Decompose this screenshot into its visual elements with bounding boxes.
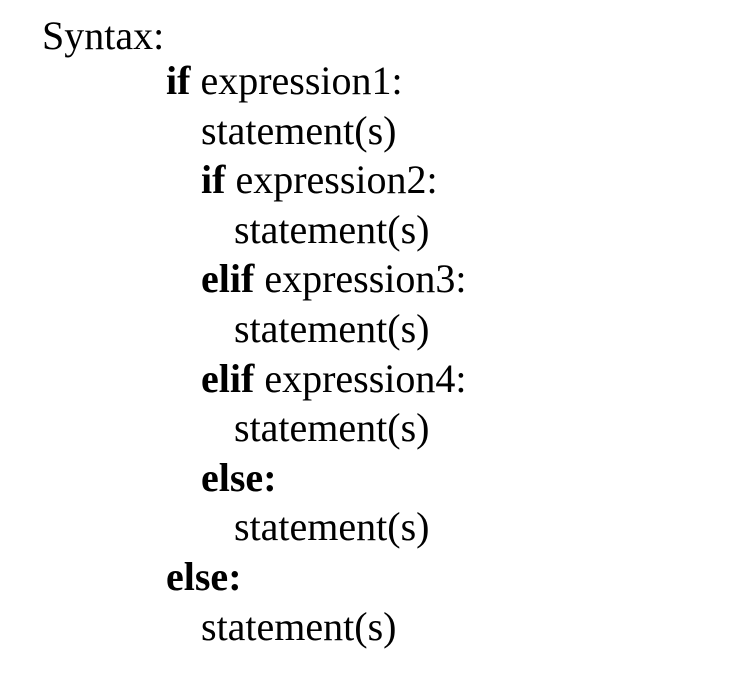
syntax-heading: Syntax: (42, 13, 165, 58)
keyword: else: (166, 553, 242, 599)
code-text: statement(s) (234, 504, 430, 550)
code-text: statement(s) (234, 305, 430, 351)
code-line: elif expression4: (0, 354, 733, 404)
code-line: statement(s) (0, 106, 733, 156)
keyword: elif (201, 256, 255, 302)
keyword: if (201, 157, 226, 203)
code-text: expression3: (264, 256, 467, 302)
code-line: statement(s) (0, 403, 733, 453)
code-text: statement(s) (234, 405, 430, 451)
code-text: expression2: (235, 157, 438, 203)
keyword: else: (201, 454, 277, 500)
code-block: if expression1: statement(s) if expression… (0, 56, 733, 651)
code-line: elif expression3: (0, 254, 733, 304)
code-text: statement(s) (234, 206, 430, 252)
keyword: elif (201, 355, 255, 401)
code-line: else: (0, 552, 733, 602)
code-line: statement(s) (0, 502, 733, 552)
code-text: expression4: (264, 355, 467, 401)
code-line: if expression1: (0, 56, 733, 106)
code-line: statement(s) (0, 304, 733, 354)
code-line: else: (0, 453, 733, 503)
code-text: statement(s) (201, 107, 397, 153)
keyword: if (166, 58, 191, 103)
code-line: statement(s) (0, 602, 733, 652)
code-line: statement(s) (0, 205, 733, 255)
code-line: if expression2: (0, 155, 733, 205)
code-text: expression1: (200, 58, 403, 103)
code-text: statement(s) (201, 603, 397, 649)
